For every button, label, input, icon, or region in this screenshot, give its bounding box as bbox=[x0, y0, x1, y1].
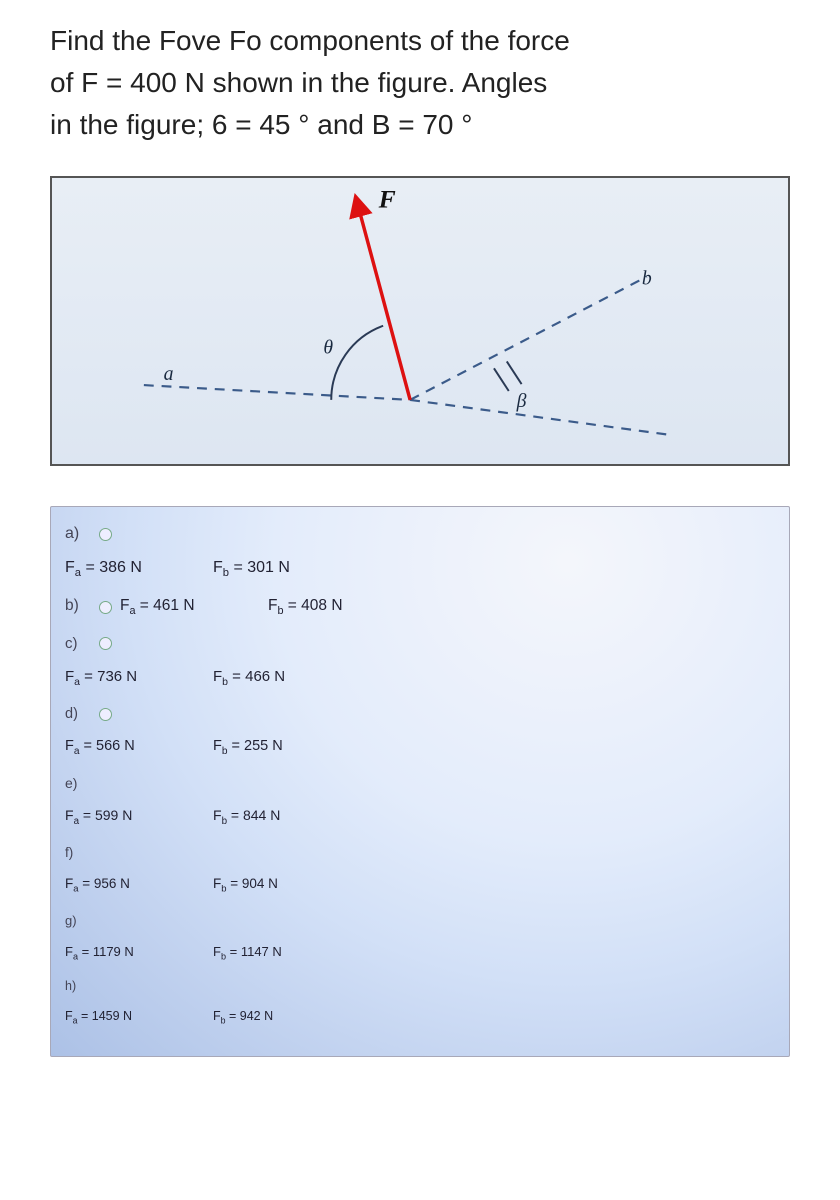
option-row-f[interactable]: f) Fa = 956 N Fb = 904 N bbox=[65, 839, 775, 907]
option-row-h[interactable]: h) Fa = 1459 N Fb = 942 N bbox=[65, 973, 775, 1038]
option-row-e[interactable]: e) Fa = 599 N Fb = 844 N bbox=[65, 769, 775, 839]
option-row-g[interactable]: g) Fa = 1179 N Fb = 1147 N bbox=[65, 907, 775, 974]
axis-a-line bbox=[144, 385, 410, 400]
figure-svg: F θ a b β bbox=[52, 178, 788, 464]
option-fa: Fa = 461 N bbox=[120, 597, 260, 617]
option-label: b) bbox=[65, 597, 91, 615]
label-a: a bbox=[164, 363, 174, 385]
label-F: F bbox=[378, 185, 396, 214]
label-beta: β bbox=[516, 390, 527, 412]
radio-icon[interactable] bbox=[99, 601, 112, 614]
option-fa: Fa = 386 N bbox=[65, 559, 205, 579]
option-fb: Fb = 844 N bbox=[213, 807, 280, 827]
option-fa: Fa = 1179 N bbox=[65, 944, 205, 962]
beta-tick-2 bbox=[507, 361, 522, 384]
option-fb: Fb = 904 N bbox=[213, 876, 278, 895]
option-fb: Fb = 408 N bbox=[268, 597, 343, 617]
option-fa: Fa = 1459 N bbox=[65, 1009, 205, 1026]
option-fb: Fb = 301 N bbox=[213, 559, 290, 579]
option-fa: Fa = 736 N bbox=[65, 668, 205, 688]
options-panel: a) Fa = 386 N Fb = 301 N b) Fa = 461 N Fb = 4… bbox=[50, 506, 790, 1057]
option-row-d[interactable]: d) Fa = 566 N Fb = 255 N bbox=[65, 700, 775, 769]
label-theta: θ bbox=[323, 337, 333, 359]
beta-tick-1 bbox=[494, 368, 509, 391]
theta-arc bbox=[331, 326, 383, 400]
axis-b-lower-line bbox=[410, 400, 666, 435]
question-line-1: Find the Fove Fo components of the force bbox=[50, 25, 570, 56]
label-b: b bbox=[642, 268, 652, 290]
option-label: e) bbox=[65, 775, 91, 791]
question-text: Find the Fove Fo components of the force… bbox=[50, 20, 790, 146]
figure-container: F θ a b β bbox=[50, 176, 790, 466]
question-line-2: of F = 400 N shown in the figure. Angles bbox=[50, 67, 547, 98]
option-label: h) bbox=[65, 979, 91, 993]
option-row-c[interactable]: c) Fa = 736 N Fb = 466 N bbox=[65, 629, 775, 700]
option-label: d) bbox=[65, 706, 91, 722]
option-fa: Fa = 956 N bbox=[65, 876, 205, 895]
option-fb: Fb = 466 N bbox=[213, 668, 285, 688]
radio-icon[interactable] bbox=[99, 637, 112, 650]
option-row-a[interactable]: a) Fa = 386 N Fb = 301 N bbox=[65, 519, 775, 591]
question-line-3: in the figure; 6 = 45 ° and B = 70 ° bbox=[50, 109, 472, 140]
option-fa: Fa = 599 N bbox=[65, 807, 205, 827]
option-label: f) bbox=[65, 845, 91, 860]
radio-icon[interactable] bbox=[99, 708, 112, 721]
option-fb: Fb = 1147 N bbox=[213, 944, 282, 962]
option-fa: Fa = 566 N bbox=[65, 738, 205, 757]
option-fb: Fb = 255 N bbox=[213, 738, 283, 757]
option-row-b[interactable]: b) Fa = 461 N Fb = 408 N bbox=[65, 591, 775, 629]
option-label: a) bbox=[65, 525, 91, 543]
option-label: c) bbox=[65, 635, 91, 652]
option-label: g) bbox=[65, 913, 91, 928]
force-vector bbox=[356, 198, 410, 400]
option-fb: Fb = 942 N bbox=[213, 1009, 273, 1026]
axis-b-upper-line bbox=[410, 277, 647, 400]
radio-icon[interactable] bbox=[99, 528, 112, 541]
